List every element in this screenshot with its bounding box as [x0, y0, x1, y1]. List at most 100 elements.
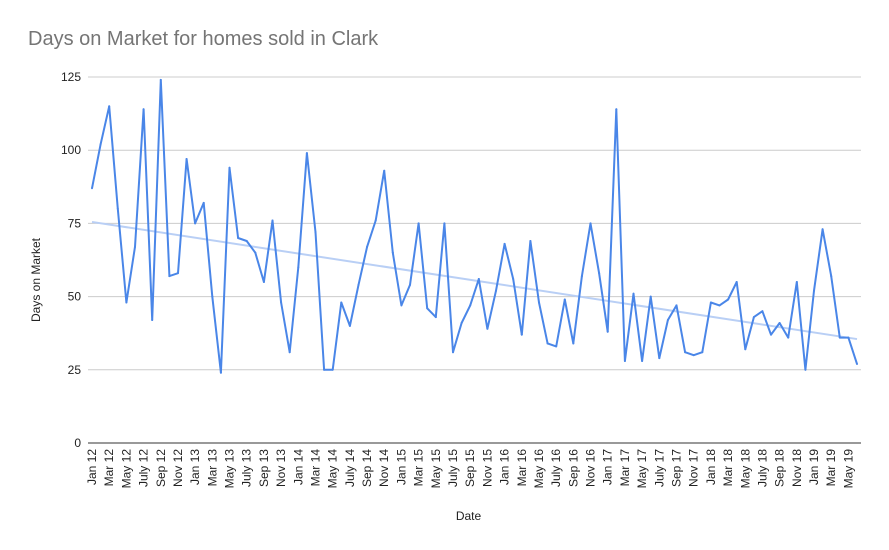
data-point-86 — [830, 275, 833, 278]
x-tick-label: Mar 16 — [515, 449, 529, 487]
data-point-57 — [580, 275, 583, 278]
data-point-31 — [357, 283, 360, 286]
data-point-88 — [847, 336, 850, 339]
x-tick-label: Jan 18 — [704, 449, 718, 485]
data-point-8 — [159, 78, 162, 81]
data-point-47 — [494, 289, 497, 292]
x-tick-label: July 14 — [343, 449, 357, 487]
data-point-82 — [795, 280, 798, 283]
data-point-27 — [323, 368, 326, 371]
data-point-6 — [142, 108, 145, 111]
data-point-43 — [460, 321, 463, 324]
x-tick-label: Sep 12 — [154, 449, 168, 487]
y-axis-ticks: 0 25 50 75 100 125 — [61, 70, 81, 450]
data-point-83 — [804, 368, 807, 371]
x-tick-label: Sep 18 — [773, 449, 787, 487]
data-point-39 — [426, 307, 429, 310]
x-tick-label: Sep 17 — [669, 449, 683, 487]
y-tick-label: 25 — [68, 363, 82, 377]
data-point-9 — [168, 275, 171, 278]
data-point-26 — [314, 231, 317, 234]
data-point-22 — [280, 301, 283, 304]
data-point-77 — [752, 316, 755, 319]
x-tick-label: July 13 — [240, 449, 254, 487]
data-point-72 — [709, 301, 712, 304]
data-point-30 — [348, 324, 351, 327]
x-tick-label: May 15 — [429, 449, 443, 489]
x-tick-label: Nov 18 — [790, 449, 804, 487]
data-point-80 — [778, 321, 781, 324]
x-tick-label: May 17 — [635, 449, 649, 489]
trendline — [91, 220, 858, 341]
y-tick-label: 75 — [68, 216, 82, 230]
data-point-35 — [391, 251, 394, 254]
x-tick-label: July 18 — [755, 449, 769, 487]
x-tick-label: Nov 12 — [171, 449, 185, 487]
data-point-75 — [735, 280, 738, 283]
data-point-5 — [133, 245, 136, 248]
data-point-74 — [727, 298, 730, 301]
data-point-78 — [761, 310, 764, 313]
x-tick-label: Mar 15 — [412, 449, 426, 487]
data-point-15 — [219, 371, 222, 374]
data-point-60 — [606, 330, 609, 333]
data-point-49 — [512, 278, 515, 281]
x-tick-label: Nov 15 — [480, 449, 494, 487]
x-tick-label: May 12 — [119, 449, 133, 489]
x-tick-label: Mar 17 — [618, 449, 632, 487]
data-point-32 — [366, 245, 369, 248]
data-point-38 — [417, 222, 420, 225]
data-point-36 — [400, 304, 403, 307]
data-point-25 — [305, 152, 308, 155]
x-tick-label: Nov 13 — [274, 449, 288, 487]
data-point-52 — [537, 301, 540, 304]
data-point-2 — [108, 105, 111, 108]
data-point-3 — [116, 207, 119, 210]
x-tick-label: Jan 14 — [291, 449, 305, 485]
data-point-20 — [262, 280, 265, 283]
x-tick-label: Mar 14 — [308, 449, 322, 487]
x-tick-label: Nov 14 — [377, 449, 391, 487]
data-point-68 — [675, 304, 678, 307]
data-point-24 — [297, 266, 300, 269]
data-point-65 — [649, 295, 652, 298]
data-point-41 — [443, 222, 446, 225]
y-axis-title: Days on Market — [29, 237, 43, 322]
data-point-1 — [99, 143, 102, 146]
data-point-66 — [658, 357, 661, 360]
series-line — [91, 78, 858, 374]
data-point-18 — [245, 239, 248, 242]
x-tick-label: May 13 — [223, 449, 237, 489]
data-points — [91, 78, 858, 374]
x-tick-label: Jan 12 — [85, 449, 99, 485]
x-tick-label: Nov 16 — [584, 449, 598, 487]
x-tick-label: Jan 16 — [498, 449, 512, 485]
data-point-37 — [409, 283, 412, 286]
data-point-17 — [237, 237, 240, 240]
x-tick-label: July 15 — [446, 449, 460, 487]
x-tick-label: Sep 14 — [360, 449, 374, 487]
y-tick-label: 100 — [61, 143, 81, 157]
data-point-70 — [692, 354, 695, 357]
data-point-11 — [185, 157, 188, 160]
data-point-33 — [374, 219, 377, 222]
data-point-7 — [151, 319, 154, 322]
x-tick-label: Mar 18 — [721, 449, 735, 487]
data-point-67 — [666, 319, 669, 322]
data-point-53 — [546, 342, 549, 345]
x-tick-label: July 12 — [137, 449, 151, 487]
gridlines — [88, 76, 861, 371]
x-tick-label: Sep 13 — [257, 449, 271, 487]
data-point-51 — [529, 239, 532, 242]
x-tick-label: May 16 — [532, 449, 546, 489]
data-point-34 — [383, 169, 386, 172]
data-point-87 — [838, 336, 841, 339]
x-tick-label: May 19 — [841, 449, 855, 489]
x-tick-label: Mar 12 — [102, 449, 116, 487]
data-point-46 — [486, 327, 489, 330]
data-point-55 — [563, 298, 566, 301]
data-point-42 — [452, 351, 455, 354]
data-point-56 — [572, 342, 575, 345]
x-tick-label: Sep 15 — [463, 449, 477, 487]
